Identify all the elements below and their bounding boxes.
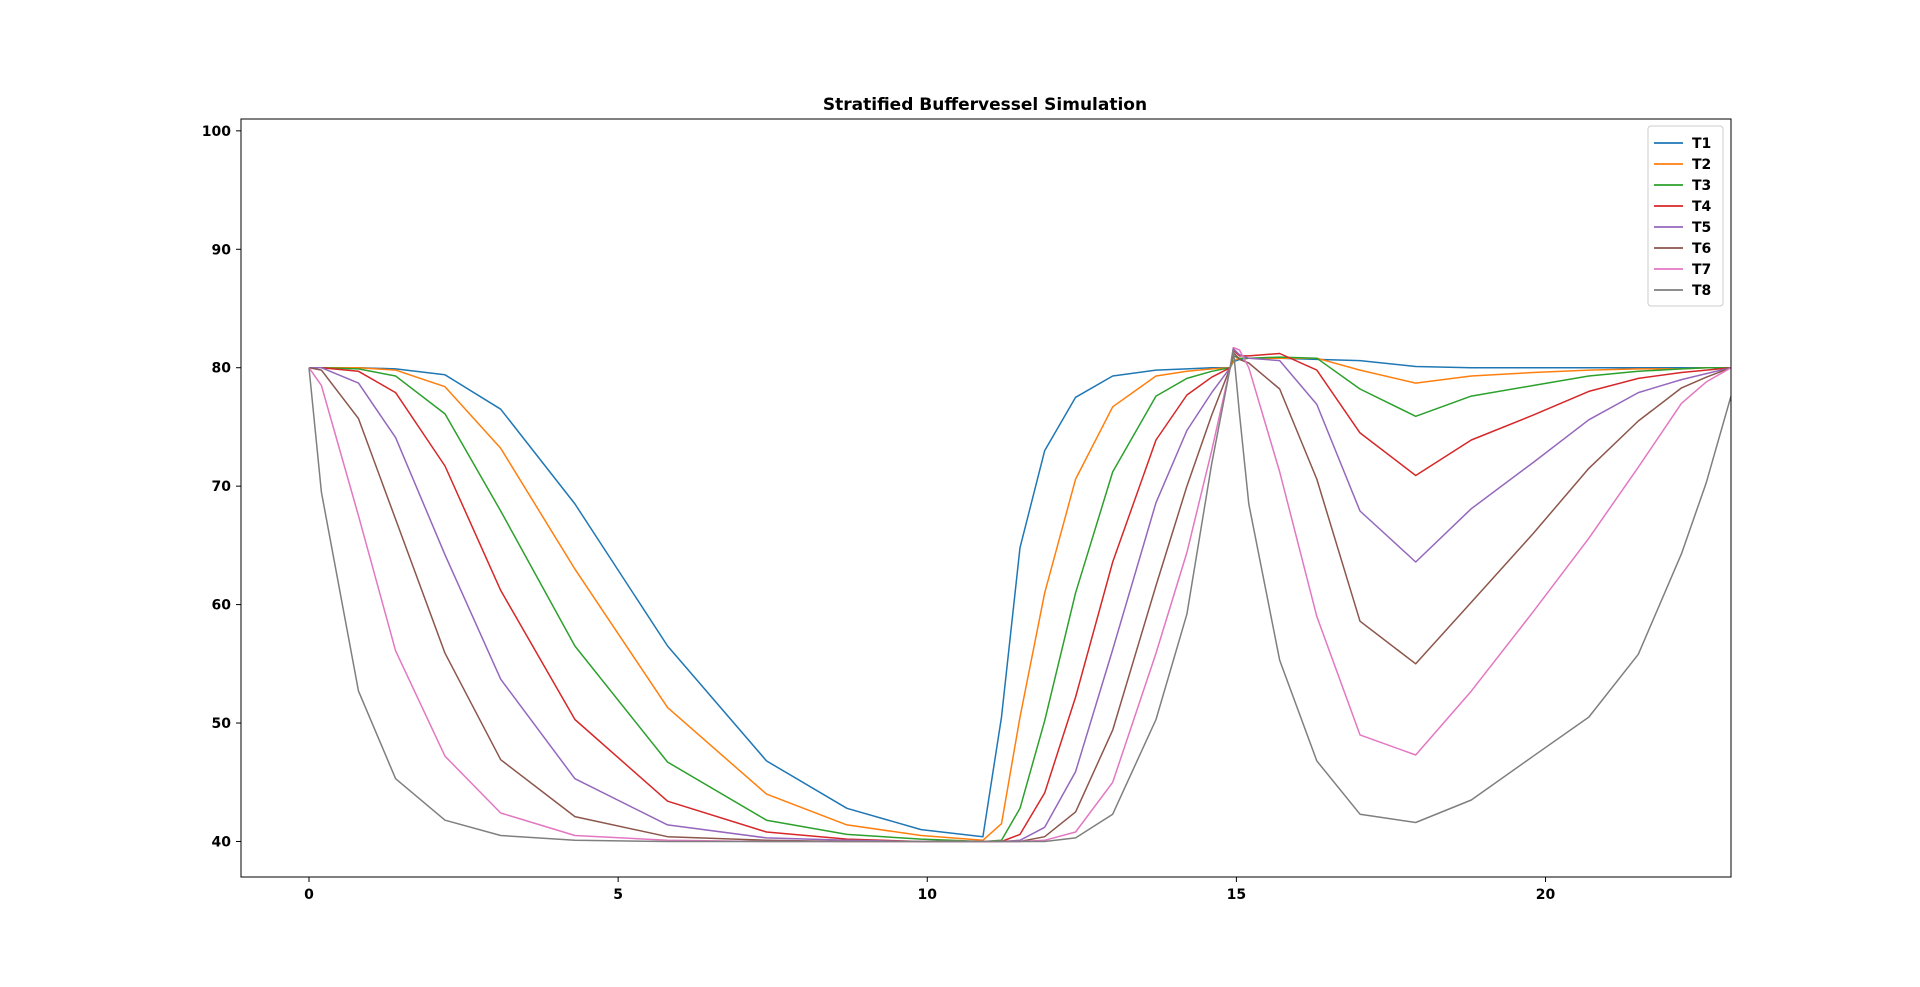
series-line-t1 (309, 357, 1731, 838)
y-tick-label: 60 (212, 598, 232, 614)
series-line-t7 (308, 346, 1731, 843)
legend-label-t8: T8 (1692, 283, 1711, 299)
y-tick-label: 70 (212, 479, 232, 495)
legend: T1 T2 T3 T4 T5 T6 T7 T8 (1647, 125, 1724, 307)
y-tick-label: 90 (212, 242, 232, 258)
series-line-t8 (308, 348, 1731, 843)
series-line-t2 (309, 357, 1731, 842)
y-tick-label: 80 (212, 361, 232, 377)
tick-layer: 0 5 10 15 20 40 50 60 70 80 90 100 (202, 124, 1556, 903)
x-tick-label: 0 (304, 887, 314, 903)
legend-label-t1: T1 (1692, 136, 1711, 152)
legend-label-t4: T4 (1692, 199, 1712, 215)
y-tick-label: 40 (212, 834, 232, 850)
x-tick-label: 20 (1536, 887, 1556, 903)
series-line-t3 (309, 355, 1731, 843)
legend-label-t6: T6 (1692, 241, 1711, 257)
x-tick-label: 15 (1227, 887, 1246, 903)
legend-label-t7: T7 (1692, 262, 1711, 278)
legend-box (1647, 125, 1724, 307)
x-tick-label: 10 (918, 887, 938, 903)
legend-label-t2: T2 (1692, 157, 1711, 173)
chart-title: Stratified Buffervessel Simulation (823, 95, 1147, 115)
plot-frame (240, 118, 1732, 878)
series-line-t4 (309, 349, 1731, 843)
series-layer (308, 346, 1731, 843)
series-line-t5 (309, 348, 1731, 843)
y-tick-label: 50 (212, 716, 232, 732)
legend-label-t3: T3 (1692, 178, 1711, 194)
series-line-t6 (308, 351, 1731, 843)
legend-label-t5: T5 (1692, 220, 1711, 236)
x-tick-label: 5 (613, 887, 623, 903)
y-tick-label: 100 (202, 124, 231, 140)
